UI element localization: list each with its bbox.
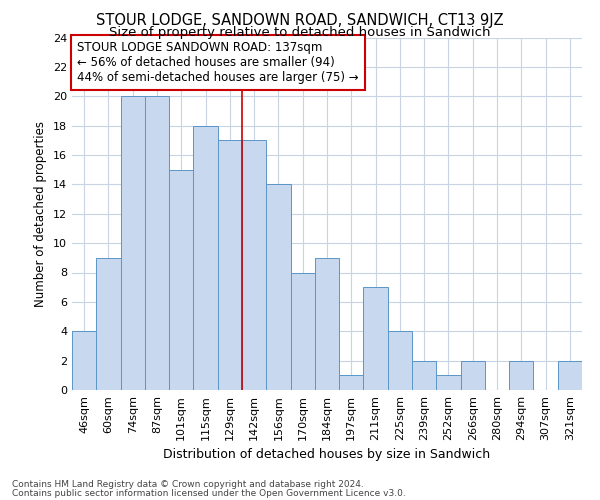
Bar <box>461 360 485 390</box>
Bar <box>509 360 533 390</box>
Bar <box>266 184 290 390</box>
Y-axis label: Number of detached properties: Number of detached properties <box>34 120 47 306</box>
Bar <box>96 258 121 390</box>
Bar <box>436 376 461 390</box>
Text: Size of property relative to detached houses in Sandwich: Size of property relative to detached ho… <box>109 26 491 39</box>
Text: STOUR LODGE SANDOWN ROAD: 137sqm
← 56% of detached houses are smaller (94)
44% o: STOUR LODGE SANDOWN ROAD: 137sqm ← 56% o… <box>77 41 359 84</box>
Bar <box>339 376 364 390</box>
Bar <box>72 331 96 390</box>
Bar <box>242 140 266 390</box>
Bar <box>412 360 436 390</box>
Bar <box>121 96 145 390</box>
Bar <box>193 126 218 390</box>
Bar <box>169 170 193 390</box>
Bar <box>290 272 315 390</box>
X-axis label: Distribution of detached houses by size in Sandwich: Distribution of detached houses by size … <box>163 448 491 462</box>
Bar <box>315 258 339 390</box>
Bar <box>218 140 242 390</box>
Text: Contains public sector information licensed under the Open Government Licence v3: Contains public sector information licen… <box>12 489 406 498</box>
Bar <box>558 360 582 390</box>
Bar <box>388 331 412 390</box>
Bar <box>364 287 388 390</box>
Text: STOUR LODGE, SANDOWN ROAD, SANDWICH, CT13 9JZ: STOUR LODGE, SANDOWN ROAD, SANDWICH, CT1… <box>96 12 504 28</box>
Text: Contains HM Land Registry data © Crown copyright and database right 2024.: Contains HM Land Registry data © Crown c… <box>12 480 364 489</box>
Bar <box>145 96 169 390</box>
